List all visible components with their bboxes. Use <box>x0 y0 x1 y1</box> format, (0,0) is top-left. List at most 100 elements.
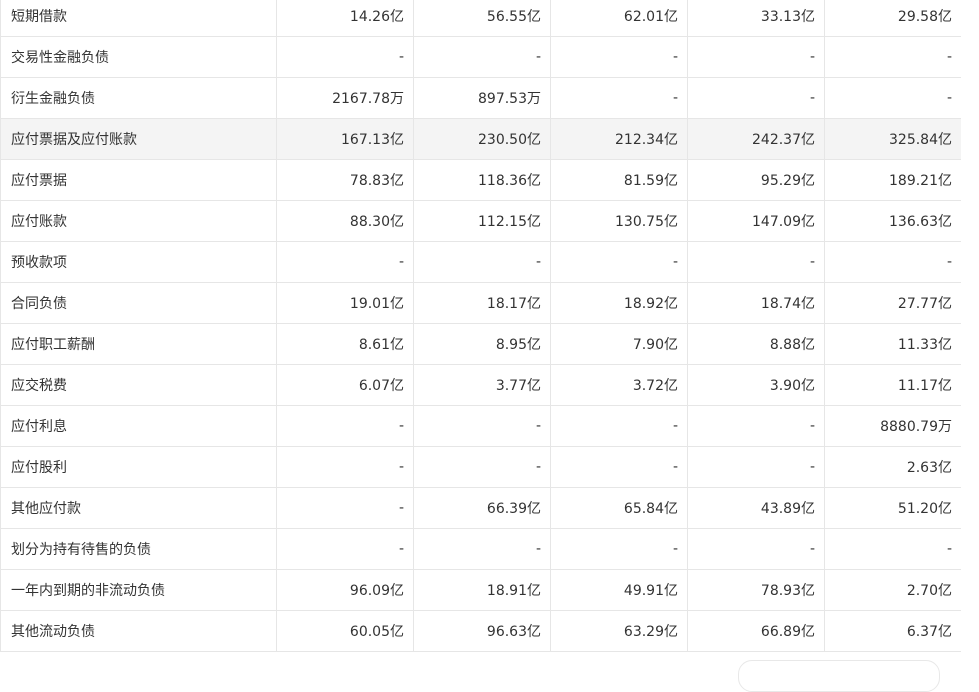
value-cell: 51.20亿 <box>824 487 962 529</box>
balance-sheet-table: 短期借款 14.26亿 56.55亿 62.01亿 33.13亿 29.58亿 交易性金融负… <box>0 0 962 652</box>
table-row[interactable]: 应付票据 78.83亿 118.36亿 81.59亿 95.29亿 189.21亿 <box>0 159 962 201</box>
value-cell: - <box>687 405 825 447</box>
balance-sheet-table-container: 短期借款 14.26亿 56.55亿 62.01亿 33.13亿 29.58亿 交易性金融负… <box>0 0 962 652</box>
value-cell: 212.34亿 <box>550 118 688 160</box>
value-cell: 63.29亿 <box>550 610 688 652</box>
value-cell: 66.39亿 <box>413 487 551 529</box>
value-cell: 2167.78万 <box>276 77 414 119</box>
table-row[interactable]: 合同负债 19.01亿 18.17亿 18.92亿 18.74亿 27.77亿 <box>0 282 962 324</box>
value-cell: - <box>413 241 551 283</box>
value-cell: 78.83亿 <box>276 159 414 201</box>
value-cell: 49.91亿 <box>550 569 688 611</box>
value-cell: 11.17亿 <box>824 364 962 406</box>
value-cell: 95.29亿 <box>687 159 825 201</box>
value-cell: - <box>824 528 962 570</box>
page-right-margin <box>961 0 979 671</box>
value-cell: 147.09亿 <box>687 200 825 242</box>
row-label: 预收款项 <box>0 241 277 283</box>
value-cell: - <box>550 77 688 119</box>
value-cell: 3.77亿 <box>413 364 551 406</box>
value-cell: 96.63亿 <box>413 610 551 652</box>
value-cell: 8.88亿 <box>687 323 825 365</box>
table-row[interactable]: 应交税费 6.07亿 3.77亿 3.72亿 3.90亿 11.17亿 <box>0 364 962 406</box>
table-row[interactable]: 预收款项 - - - - - <box>0 241 962 283</box>
value-cell: - <box>687 77 825 119</box>
value-cell: - <box>550 405 688 447</box>
value-cell: 29.58亿 <box>824 0 962 37</box>
row-label: 交易性金融负债 <box>0 36 277 78</box>
value-cell: - <box>276 446 414 488</box>
value-cell: - <box>276 487 414 529</box>
value-cell: 81.59亿 <box>550 159 688 201</box>
row-label: 划分为持有待售的负债 <box>0 528 277 570</box>
value-cell: - <box>687 241 825 283</box>
floating-widget[interactable] <box>738 660 940 692</box>
table-row[interactable]: 短期借款 14.26亿 56.55亿 62.01亿 33.13亿 29.58亿 <box>0 0 962 37</box>
value-cell: 96.09亿 <box>276 569 414 611</box>
value-cell: 112.15亿 <box>413 200 551 242</box>
value-cell: 118.36亿 <box>413 159 551 201</box>
value-cell: 43.89亿 <box>687 487 825 529</box>
value-cell: - <box>413 446 551 488</box>
table-row[interactable]: 其他应付款 -66.39亿 65.84亿 43.89亿 51.20亿 <box>0 487 962 529</box>
value-cell: 27.77亿 <box>824 282 962 324</box>
row-label: 应付利息 <box>0 405 277 447</box>
table-row[interactable]: 交易性金融负债 - - - - - <box>0 36 962 78</box>
value-cell: - <box>550 528 688 570</box>
value-cell: 56.55亿 <box>413 0 551 37</box>
value-cell: 3.90亿 <box>687 364 825 406</box>
value-cell: 7.90亿 <box>550 323 688 365</box>
value-cell: 33.13亿 <box>687 0 825 37</box>
value-cell: - <box>687 528 825 570</box>
value-cell: 88.30亿 <box>276 200 414 242</box>
row-label: 其他应付款 <box>0 487 277 529</box>
value-cell: 167.13亿 <box>276 118 414 160</box>
value-cell: 897.53万 <box>413 77 551 119</box>
value-cell: 18.74亿 <box>687 282 825 324</box>
table-row[interactable]: 应付账款 88.30亿 112.15亿 130.75亿 147.09亿 136.63亿 <box>0 200 962 242</box>
value-cell: 18.91亿 <box>413 569 551 611</box>
value-cell: 60.05亿 <box>276 610 414 652</box>
value-cell: 78.93亿 <box>687 569 825 611</box>
value-cell: - <box>276 528 414 570</box>
value-cell: - <box>413 528 551 570</box>
value-cell: - <box>687 36 825 78</box>
table-row[interactable]: 应付票据及应付账款 167.13亿 230.50亿 212.34亿 242.37亿 325… <box>0 118 962 160</box>
row-label: 合同负债 <box>0 282 277 324</box>
value-cell: - <box>276 405 414 447</box>
value-cell: 8.95亿 <box>413 323 551 365</box>
value-cell: - <box>413 36 551 78</box>
row-label: 应交税费 <box>0 364 277 406</box>
value-cell: 230.50亿 <box>413 118 551 160</box>
value-cell: - <box>276 241 414 283</box>
table-row[interactable]: 一年内到期的非流动负债 96.09亿 18.91亿 49.91亿 78.93亿 2.70亿 <box>0 569 962 611</box>
row-label: 应付账款 <box>0 200 277 242</box>
value-cell: 130.75亿 <box>550 200 688 242</box>
value-cell: 62.01亿 <box>550 0 688 37</box>
table-row[interactable]: 应付利息 - - - -8880.79万 <box>0 405 962 447</box>
value-cell: 242.37亿 <box>687 118 825 160</box>
value-cell: - <box>550 241 688 283</box>
table-row[interactable]: 应付股利 - - - -2.63亿 <box>0 446 962 488</box>
value-cell: 6.37亿 <box>824 610 962 652</box>
value-cell: - <box>824 241 962 283</box>
value-cell: 189.21亿 <box>824 159 962 201</box>
value-cell: - <box>550 446 688 488</box>
value-cell: 19.01亿 <box>276 282 414 324</box>
row-label: 短期借款 <box>0 0 277 37</box>
row-label: 一年内到期的非流动负债 <box>0 569 277 611</box>
value-cell: 2.63亿 <box>824 446 962 488</box>
value-cell: - <box>413 405 551 447</box>
value-cell: 18.92亿 <box>550 282 688 324</box>
value-cell: - <box>824 36 962 78</box>
value-cell: 6.07亿 <box>276 364 414 406</box>
table-row[interactable]: 其他流动负债 60.05亿 96.63亿 63.29亿 66.89亿 6.37亿 <box>0 610 962 652</box>
value-cell: 14.26亿 <box>276 0 414 37</box>
table-row[interactable]: 划分为持有待售的负债 - - - - - <box>0 528 962 570</box>
row-label: 应付股利 <box>0 446 277 488</box>
value-cell: 65.84亿 <box>550 487 688 529</box>
row-label: 应付票据 <box>0 159 277 201</box>
table-row[interactable]: 衍生金融负债 2167.78万 897.53万 - - - <box>0 77 962 119</box>
value-cell: - <box>276 36 414 78</box>
table-row[interactable]: 应付职工薪酬 8.61亿 8.95亿 7.90亿 8.88亿 11.33亿 <box>0 323 962 365</box>
